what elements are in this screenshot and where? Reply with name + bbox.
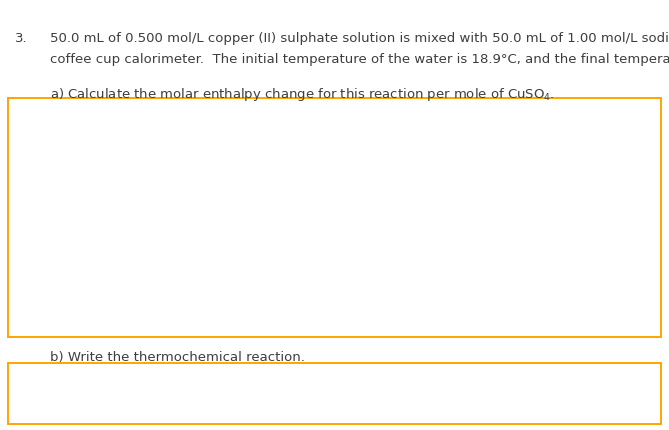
Text: 3.: 3. (15, 32, 27, 45)
Text: a) Calculate the molar enthalpy change for this reaction per mole of CuSO$_4$.: a) Calculate the molar enthalpy change f… (50, 86, 555, 103)
Text: coffee cup calorimeter.  The initial temperature of the water is 18.9°C, and the: coffee cup calorimeter. The initial temp… (50, 52, 669, 65)
Text: b) Write the thermochemical reaction.: b) Write the thermochemical reaction. (50, 350, 305, 363)
Text: 50.0 mL of 0.500 mol/L copper (II) sulphate solution is mixed with 50.0 mL of 1.: 50.0 mL of 0.500 mol/L copper (II) sulph… (50, 32, 669, 45)
Bar (8, 99, 661, 338)
Bar (8, 363, 661, 424)
